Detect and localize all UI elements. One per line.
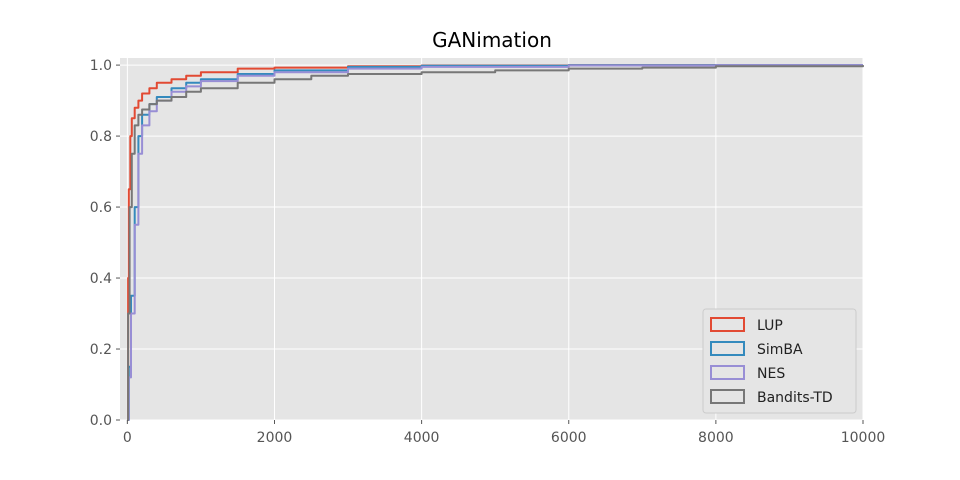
- x-tick-label: 4000: [404, 430, 440, 446]
- x-tick-label: 2000: [257, 430, 293, 446]
- legend: LUP SimBA NES Bandits-TD: [702, 308, 857, 414]
- y-tick-label: 0.2: [90, 342, 112, 358]
- x-tick-label: 10000: [841, 430, 886, 446]
- legend-swatch: [710, 341, 745, 356]
- y-axis: 0.0 0.2 0.4 0.6 0.8 1.0: [90, 58, 120, 429]
- x-axis: 0 2000 4000 6000 8000 10000: [123, 420, 885, 446]
- y-tick-label: 0.4: [90, 271, 112, 287]
- legend-swatch: [710, 365, 745, 380]
- x-tick-label: 8000: [698, 430, 734, 446]
- series-line-bandits-td: [127, 65, 864, 421]
- chart-title: GANimation: [432, 28, 552, 52]
- legend-label: Bandits-TD: [757, 390, 833, 406]
- y-tick-label: 0.8: [90, 129, 112, 145]
- legend-swatch: [710, 389, 745, 404]
- series-line-nes: [127, 64, 863, 421]
- series-layer: [127, 64, 864, 421]
- y-tick-label: 0.0: [90, 413, 112, 429]
- legend-label: SimBA: [757, 342, 803, 358]
- legend-label: LUP: [757, 318, 783, 334]
- y-tick-label: 1.0: [90, 58, 112, 74]
- y-tick-label: 0.6: [90, 200, 112, 216]
- grid-lines: [120, 58, 864, 421]
- legend-frame: [702, 308, 857, 414]
- legend-label: NES: [757, 366, 785, 382]
- x-tick-label: 6000: [551, 430, 587, 446]
- x-tick-label: 0: [123, 430, 132, 446]
- legend-swatch: [710, 317, 745, 332]
